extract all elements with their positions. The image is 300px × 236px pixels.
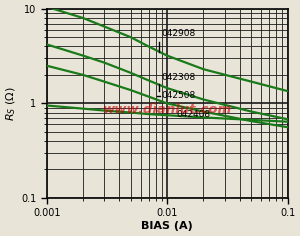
Text: 042308: 042308 [161, 72, 196, 82]
Y-axis label: $R_S\ (\Omega)$: $R_S\ (\Omega)$ [5, 86, 19, 121]
Text: 042508: 042508 [161, 91, 196, 100]
X-axis label: BIAS (A): BIAS (A) [141, 221, 193, 231]
Text: 042908: 042908 [161, 29, 196, 38]
Text: www.dianlut.com: www.dianlut.com [103, 103, 232, 116]
Text: 042408: 042408 [176, 110, 210, 119]
